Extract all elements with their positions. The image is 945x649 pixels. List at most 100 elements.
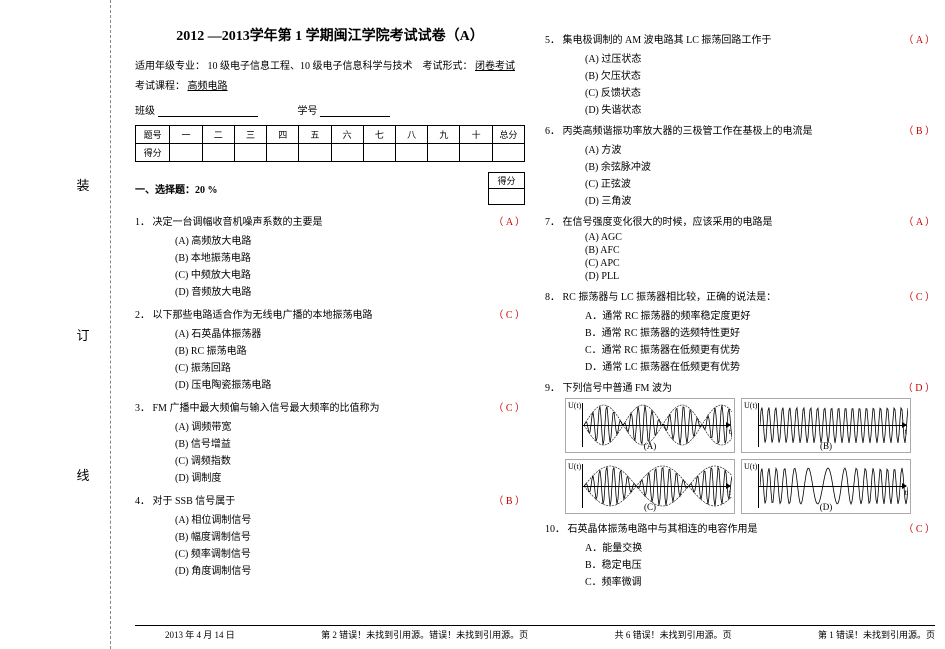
score-cell[interactable] — [202, 144, 234, 162]
mini-score-label: 得分 — [489, 173, 525, 189]
score-h3: 三 — [234, 126, 266, 144]
wave-c-svg — [584, 464, 732, 508]
score-cell[interactable] — [331, 144, 363, 162]
q10-num: 10． — [545, 524, 565, 535]
q6-a: (A) 方波 — [585, 141, 935, 156]
q7-answer: （ A ） — [903, 213, 935, 228]
class-label: 班级 — [135, 106, 155, 117]
q10-options: A．能量交换 B．稳定电压 C．频率微调 — [545, 539, 935, 588]
q9-wave-figures: U(t) t (A) U(t) t (B) U(t) t (C) — [545, 398, 935, 514]
q8-num: 8． — [545, 292, 560, 303]
q8-b: B．通常 RC 振荡器的选频特性更好 — [585, 324, 935, 339]
course-label: 考试课程： — [135, 81, 185, 92]
course-value: 高频电路 — [188, 81, 228, 92]
score-h11: 总分 — [492, 126, 524, 144]
binding-label-2: 订 — [75, 325, 91, 344]
mini-score-cell[interactable] — [489, 189, 525, 205]
q7-d: (D) PLL — [585, 271, 935, 282]
score-h7: 七 — [363, 126, 395, 144]
applicable-value: 10 级电子信息工程、10 级电子信息科学与技术 — [208, 61, 413, 72]
class-sno-line: 班级 学号 — [135, 102, 525, 117]
q6-answer: （ B ） — [903, 122, 935, 137]
section-score-box: 得分 — [488, 172, 525, 205]
score-cell[interactable] — [428, 144, 460, 162]
q1-b: (B) 本地振荡电路 — [175, 249, 525, 264]
wave-d-ylabel: U(t) — [744, 462, 757, 471]
q4-num: 4． — [135, 496, 150, 507]
score-h2: 二 — [202, 126, 234, 144]
q2-d: (D) 压电陶瓷振荡电路 — [175, 376, 525, 391]
wave-c-tag: (C) — [644, 502, 656, 512]
score-cell[interactable] — [492, 144, 524, 162]
q1-num: 1． — [135, 217, 150, 228]
q3-options: (A) 调频带宽 (B) 信号增益 (C) 调频指数 (D) 调制度 — [135, 418, 525, 484]
q2-b: (B) RC 振荡电路 — [175, 342, 525, 357]
q7-num: 7． — [545, 217, 560, 228]
q10-stem: 石英晶体振荡电路中与其相连的电容作用是 — [568, 524, 758, 535]
wave-d-svg — [760, 464, 908, 508]
q8-a: A．通常 RC 振荡器的频率稳定度更好 — [585, 307, 935, 322]
question-2: 2． 以下那些电路适合作为无线电广播的本地振荡电路 （ C ） — [135, 306, 525, 321]
q5-c: (C) 反馈状态 — [585, 84, 935, 99]
q3-b: (B) 信号增益 — [175, 435, 525, 450]
q6-b: (B) 余弦脉冲波 — [585, 158, 935, 173]
q3-num: 3． — [135, 403, 150, 414]
question-10: 10． 石英晶体振荡电路中与其相连的电容作用是 （ C ） — [545, 520, 935, 535]
q5-d: (D) 失谐状态 — [585, 101, 935, 116]
wave-a-ylabel: U(t) — [568, 401, 581, 410]
left-column: 2012 —2013学年第 1 学期闽江学院考试试卷（A） 适用年级专业： 10… — [135, 25, 525, 625]
q7-c: (C) APC — [585, 258, 935, 269]
q8-c: C．通常 RC 振荡器在低频更有优势 — [585, 341, 935, 356]
score-cell[interactable] — [170, 144, 202, 162]
sno-blank[interactable] — [320, 107, 390, 117]
wave-d: U(t) t (D) — [741, 459, 911, 514]
footer-p6: 共 6 错误！未找到引用源。页 — [615, 628, 732, 641]
q5-answer: （ A ） — [903, 31, 935, 46]
score-cell[interactable] — [460, 144, 492, 162]
q5-stem: 集电极调制的 AM 波电路其 LC 振荡回路工作于 — [563, 35, 772, 46]
class-blank[interactable] — [158, 107, 258, 117]
footer-p1: 第 1 错误！未找到引用源。页 — [818, 628, 935, 641]
score-h8: 八 — [396, 126, 428, 144]
q5-a: (A) 过压状态 — [585, 50, 935, 65]
applicable-label: 适用年级专业： — [135, 61, 205, 72]
q1-options: (A) 高频放大电路 (B) 本地振荡电路 (C) 中频放大电路 (D) 音频放… — [135, 232, 525, 298]
q8-options: A．通常 RC 振荡器的频率稳定度更好 B．通常 RC 振荡器的选频特性更好 C… — [545, 307, 935, 373]
q8-answer: （ C ） — [903, 288, 935, 303]
applicable-line: 适用年级专业： 10 级电子信息工程、10 级电子信息科学与技术 考试形式： 闭… — [135, 57, 525, 72]
score-h6: 六 — [331, 126, 363, 144]
q9-num: 9． — [545, 383, 560, 394]
page-footer: 2013 年 4 月 14 日 第 2 错误！未找到引用源。错误！未找到引用源。… — [135, 625, 935, 641]
q6-stem: 丙类高频谐振功率放大器的三极管工作在基极上的电流是 — [563, 126, 813, 137]
question-6: 6． 丙类高频谐振功率放大器的三极管工作在基极上的电流是 （ B ） — [545, 122, 935, 137]
score-cell[interactable] — [396, 144, 428, 162]
score-cell[interactable] — [299, 144, 331, 162]
q4-d: (D) 角度调制信号 — [175, 562, 525, 577]
score-cell[interactable] — [234, 144, 266, 162]
section-1-title: 一、选择题：20 % — [135, 181, 218, 196]
score-h9: 九 — [428, 126, 460, 144]
q5-b: (B) 欠压状态 — [585, 67, 935, 82]
q8-d: D．通常 LC 振荡器在低频更有优势 — [585, 358, 935, 373]
q7-stem: 在信号强度变化很大的时候，应该采用的电路是 — [563, 217, 773, 228]
q10-b: B．稳定电压 — [585, 556, 935, 571]
q10-a: A．能量交换 — [585, 539, 935, 554]
q7-a: (A) AGC — [585, 232, 935, 243]
q3-a: (A) 调频带宽 — [175, 418, 525, 433]
wave-b-tag: (B) — [820, 441, 832, 451]
q6-c: (C) 正弦波 — [585, 175, 935, 190]
score-cell[interactable] — [363, 144, 395, 162]
score-cell[interactable] — [267, 144, 299, 162]
q6-num: 6． — [545, 126, 560, 137]
sno-label: 学号 — [298, 106, 318, 117]
q5-num: 5． — [545, 35, 560, 46]
wave-b-ylabel: U(t) — [744, 401, 757, 410]
q1-d: (D) 音频放大电路 — [175, 283, 525, 298]
binding-margin: 装 订 线 — [0, 0, 130, 649]
q4-a: (A) 相位调制信号 — [175, 511, 525, 526]
score-h10: 十 — [460, 126, 492, 144]
exam-title: 2012 —2013学年第 1 学期闽江学院考试试卷（A） — [135, 25, 525, 45]
question-3: 3． FM 广播中最大频偏与输入信号最大频率的比值称为 （ C ） — [135, 399, 525, 414]
q9-answer: （ D ） — [903, 379, 935, 394]
q2-c: (C) 振荡回路 — [175, 359, 525, 374]
